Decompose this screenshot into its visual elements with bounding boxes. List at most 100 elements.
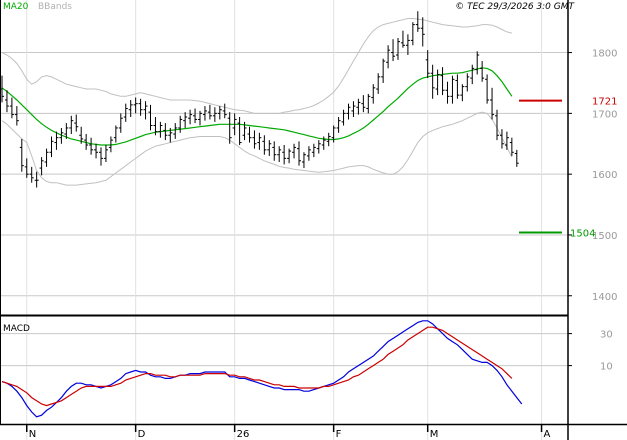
ohlc-bar [455,74,460,99]
ohlc-bar [306,146,311,161]
ohlc-bar [183,112,188,128]
ohlc-bar [143,101,148,120]
ohlc-bar [64,123,69,139]
ohlc-bar [232,113,237,136]
ohlc-bar [173,123,178,139]
macd-title: MACD [3,324,30,334]
ohlc-bar [207,104,212,120]
ohlc-bar [292,143,297,159]
upper-band-line [1,18,513,114]
ohlc-bar [287,148,292,164]
ohlc-bar [336,117,341,133]
ohlc-bar [118,113,123,133]
ohlc-bar [316,140,321,154]
ohlc-bar [247,126,252,143]
ohlc-bar [79,126,84,144]
ohlc-bar [262,135,267,155]
macd-tick-label: 10 [600,362,613,373]
ohlc-bar [193,108,198,124]
ohlc-bar [277,146,282,162]
ohlc-bar [410,22,415,46]
ohlc-bar [485,74,490,104]
ohlc-bar [138,98,143,116]
ohlc-bar [460,84,465,102]
copyright-notice: © TEC 29/3/2026 3:0 GMT [455,2,575,12]
ohlc-bar [282,144,287,165]
ohlc-bar [69,115,74,135]
price-tick-label: 1400 [592,292,617,303]
ohlc-bar [163,123,168,141]
ohlc-bar [252,130,257,149]
ohlc-bar [217,106,222,120]
ohlc-bar [29,166,34,183]
macd-line [1,320,523,418]
price-tick-label: 1600 [592,170,617,181]
ohlc-bar [198,110,202,126]
ohlc-bar [297,141,301,166]
lower-band-line [1,111,513,186]
ohlc-bar [371,84,376,104]
ohlc-bar [113,125,118,143]
bollinger-bands [1,18,513,186]
ohlc-bar [84,134,89,150]
ohlc-bar [420,17,425,47]
ohlc-bar [425,50,430,79]
ohlc-bar [435,69,440,96]
ohlc-bar [222,103,227,119]
ohlc-bar [361,95,366,113]
ohlc-bar [178,115,183,133]
ohlc-bar [54,131,59,150]
ohlc-bar [346,103,351,120]
ohlc-bar [9,97,14,119]
ohlc-bar [49,136,54,158]
ohlc-bar [470,64,475,85]
ohlc-bar [14,106,19,126]
ma20-path [1,67,513,146]
ohlc-bar [4,90,9,113]
ohlc-bar [366,93,371,114]
time-tick-label: A [544,429,551,440]
price-candles [0,11,519,188]
ohlc-bar [376,73,381,94]
ohlc-bar [509,137,514,156]
ohlc-bar [103,144,108,162]
ohlc-bar [99,147,103,166]
ohlc-bar [168,127,173,143]
ohlc-bar [44,148,49,167]
ohlc-bar [74,114,79,132]
bbands-legend: BBands [38,2,72,12]
macd-panel: MACD 30 10 [0,320,613,418]
ohlc-bar [465,73,470,92]
support-resistance-levels: 1721 1504 [519,97,617,240]
time-tick-label: F [336,429,342,440]
ohlc-bar [341,109,346,126]
ohlc-bar [301,152,306,169]
ohlc-bar [396,37,400,60]
ohlc-bar [59,127,64,144]
ohlc-bar [108,136,113,153]
ohlc-bar [311,143,316,158]
ohlc-bar [128,99,133,118]
ohlc-bar [158,121,163,138]
time-tick-label: 26 [237,429,250,440]
ohlc-bar [391,39,396,62]
ohlc-bar [490,87,495,120]
ohlc-bar [499,129,504,149]
price-tick-label: 1700 [592,109,617,120]
ohlc-bar [202,106,207,121]
ohlc-bar [326,132,331,147]
ohlc-bar [351,101,356,118]
ohlc-bar [415,11,420,32]
ohlc-bar [89,137,94,155]
ohlc-bar [440,67,445,96]
support-label: 1504 [570,229,595,240]
price-tick-label: 1800 [592,49,617,60]
time-tick-label: M [430,429,439,440]
ohlc-bar [212,107,217,122]
ohlc-bar [237,117,242,145]
ohlc-bar [386,45,391,69]
signal-line [1,326,513,407]
ohlc-bar [480,61,485,82]
